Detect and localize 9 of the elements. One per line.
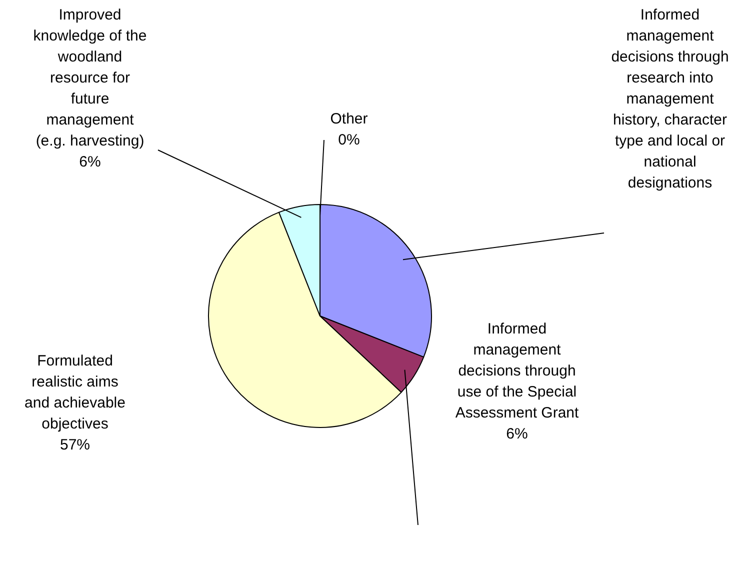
slice-label: Improved knowledge of the woodland resource for future management (e.g. harvesting) — [33, 6, 147, 150]
slice-label: Formulated realistic aims and achievable objectives — [24, 352, 126, 433]
data-label: 6% — [506, 426, 528, 443]
data-label: 57% — [60, 436, 90, 454]
category-label: Informed management decisions through research into management history, character type and local or national designations — [611, 6, 729, 192]
category-label: Other — [330, 110, 368, 128]
data-label: 6% — [79, 154, 101, 171]
slice-label: Informed management decisions through use of the Special Assessment Grant — [455, 320, 580, 422]
text: 0% — [338, 132, 360, 149]
